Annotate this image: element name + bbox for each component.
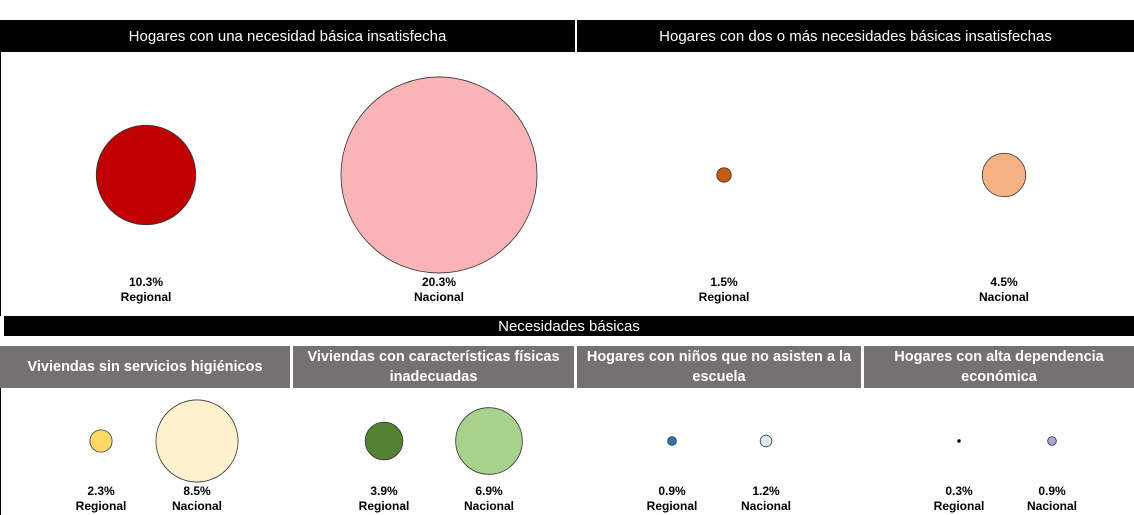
- group-header: Hogares con niños que no asisten a la es…: [577, 346, 861, 388]
- bubble: [364, 421, 404, 461]
- bubble: [340, 76, 538, 274]
- value-label: 20.3%: [421, 275, 457, 289]
- value-label: 4.5%: [990, 275, 1018, 289]
- bubble: [716, 167, 732, 183]
- item-label: Nacional: [978, 290, 1029, 304]
- value-label: 1.5%: [710, 275, 738, 289]
- value-label: 0.3%: [945, 484, 973, 498]
- bubble: [667, 436, 677, 446]
- item-label: Nacional: [740, 499, 791, 513]
- bubble: [155, 399, 239, 483]
- bubble: [455, 407, 523, 475]
- bubble: [1047, 436, 1057, 446]
- value-label: 6.9%: [475, 484, 503, 498]
- bubble: [95, 124, 197, 226]
- value-label: 2.3%: [87, 484, 115, 498]
- item-label: Regional: [698, 290, 750, 304]
- value-label: 10.3%: [128, 275, 164, 289]
- group-header: Hogares con dos o más necesidades básica…: [577, 20, 1134, 52]
- item-label: Regional: [120, 290, 172, 304]
- value-label: 3.9%: [370, 484, 398, 498]
- group-header: Viviendas con características físicas in…: [293, 346, 574, 388]
- item-label: Nacional: [413, 290, 464, 304]
- item-label: Regional: [358, 499, 410, 513]
- group-header: Viviendas sin servicios higiénicos: [0, 346, 290, 388]
- section-header: Necesidades básicas: [4, 316, 1134, 336]
- value-label: 0.9%: [658, 484, 686, 498]
- top-panel: [0, 52, 1134, 316]
- bubble: [89, 429, 113, 453]
- item-label: Regional: [933, 499, 985, 513]
- bubble: [981, 152, 1027, 198]
- item-label: Nacional: [463, 499, 514, 513]
- bubble: [957, 439, 961, 443]
- value-label: 8.5%: [183, 484, 211, 498]
- value-label: 1.2%: [752, 484, 780, 498]
- item-label: Regional: [646, 499, 698, 513]
- value-label: 0.9%: [1038, 484, 1066, 498]
- item-label: Nacional: [1026, 499, 1077, 513]
- bubble: [759, 434, 773, 448]
- item-label: Regional: [75, 499, 127, 513]
- group-header: Hogares con alta dependencia económica: [864, 346, 1134, 388]
- group-header: Hogares con una necesidad básica insatis…: [0, 20, 575, 52]
- bottom-panel: [0, 388, 1134, 515]
- item-label: Nacional: [171, 499, 222, 513]
